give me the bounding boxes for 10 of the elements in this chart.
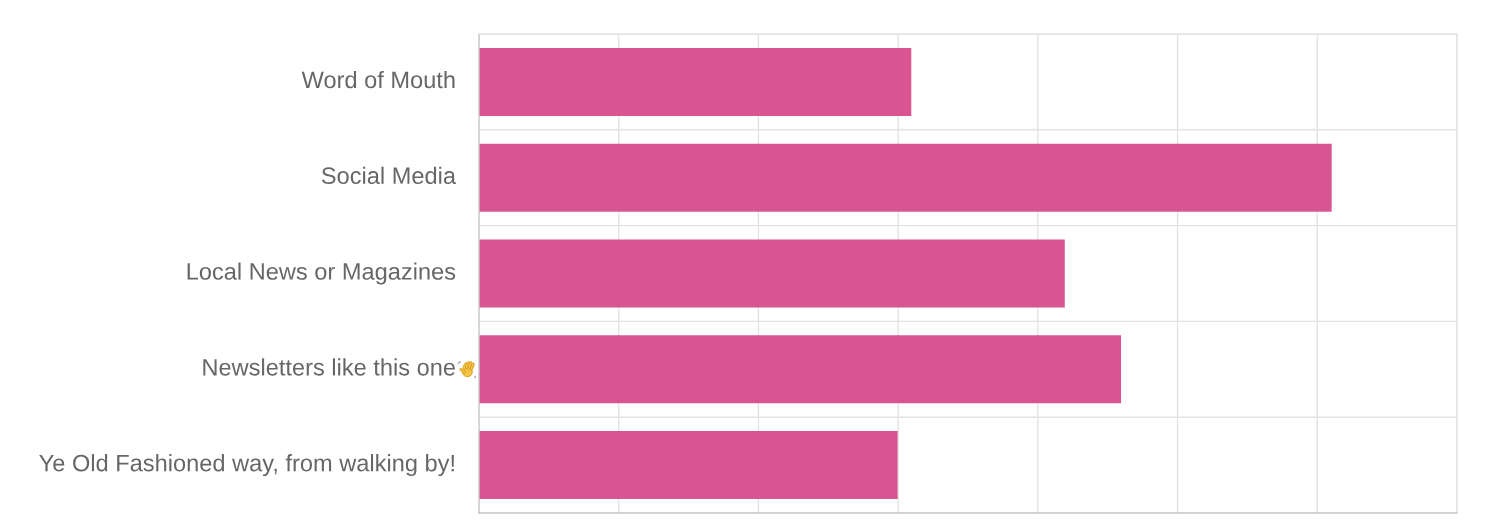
bar <box>479 335 1122 404</box>
y-tick-label: Ye Old Fashioned way, from walking by! <box>39 454 454 477</box>
bar <box>479 239 1065 308</box>
bar <box>479 47 912 116</box>
y-tick-label: Local News or Magazines <box>187 262 456 285</box>
y-tick-label: Word of Mouth <box>301 70 455 89</box>
bar <box>479 431 898 500</box>
y-tick-label: Social Media <box>321 166 456 185</box>
y-tick-label: Newsletters like this one <box>203 358 455 376</box>
bar <box>479 143 1332 212</box>
